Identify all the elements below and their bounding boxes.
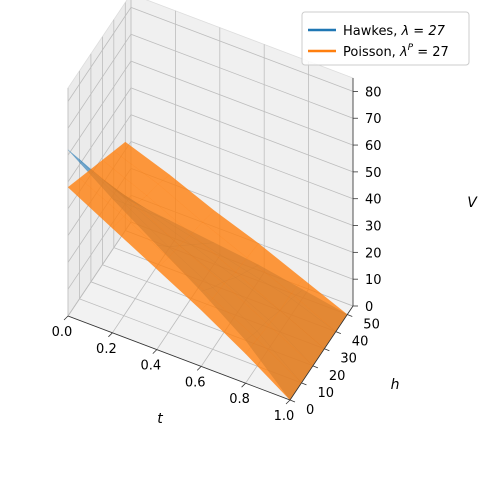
legend-label-poisson-tail: = 27 [413,45,449,60]
x-axis-line [67,315,291,401]
z-tick-label: 40 [365,193,382,208]
gridline-v [67,60,354,156]
x-tick-mark [241,382,246,388]
z-tick-label: 80 [365,85,382,100]
y-tick-label: 0 [306,403,314,418]
legend-label-poisson-sup: P [408,43,414,53]
x-tick-mark [108,332,113,338]
axis-lines [63,78,358,405]
y-tick-mark [347,314,353,317]
surfaces [67,141,348,401]
x-tick-mark [152,349,158,354]
y-axis-line [289,305,354,401]
legend-label-hawkes-math: λ = 27 [400,24,445,39]
y-tick-label: 10 [318,386,335,401]
z-tick-label: 20 [365,246,382,261]
x-tick-label: 0.2 [96,342,117,357]
gridline-v [67,6,354,102]
x-tick-label: 0.8 [229,392,250,407]
tick-labels: 0.0 0.2 0.4 0.6 0.8 1.0 0 10 20 30 40 50 0 10 20 30 40 50… [52,85,382,424]
y-tick-label: 40 [352,335,369,350]
z-tick-label: 10 [365,273,382,288]
legend-box [301,11,470,66]
y-tick-label: 20 [329,369,346,384]
legend-label-poisson-math: λ [399,45,408,60]
legend-label-hawkes: Hawkes, λ = 27 [343,24,446,39]
legend-label-poisson-main: Poisson, [343,45,400,60]
z-tick-label: 0 [365,300,373,315]
y-tick-label: 30 [340,352,357,367]
y-axis-label: h [391,377,400,393]
x-tick-mark [196,366,202,371]
y-tick-mark [335,331,341,335]
legend-label-hawkes-main: Hawkes, [343,24,401,39]
legend-label-poisson: Poisson, λP = 27 [343,43,449,60]
legend: Hawkes, λ = 27 Poisson, λP = 27 [301,11,470,66]
surface-poisson [67,141,348,401]
y-tick-mark [301,382,307,386]
x-tick-mark [285,399,291,405]
gridline-v [67,33,354,129]
x-tick-label: 0.4 [140,359,161,374]
z-tick-label: 50 [365,166,382,181]
z-axis-label: V [467,195,478,211]
gridline-v [67,87,354,183]
x-tick-label: 0.0 [52,325,73,340]
y-tick-mark [324,348,330,352]
y-tick-label: 50 [363,318,380,333]
z-tick-label: 30 [365,220,382,235]
x-tick-mark [63,315,69,321]
x-tick-label: 0.6 [185,375,206,390]
y-tick-mark [289,399,296,403]
y-tick-mark [312,365,319,369]
z-tick-label: 70 [365,112,382,127]
x-tick-label: 1.0 [274,409,295,424]
x-axis-label: t [157,411,163,427]
z-tick-label: 60 [365,139,382,154]
